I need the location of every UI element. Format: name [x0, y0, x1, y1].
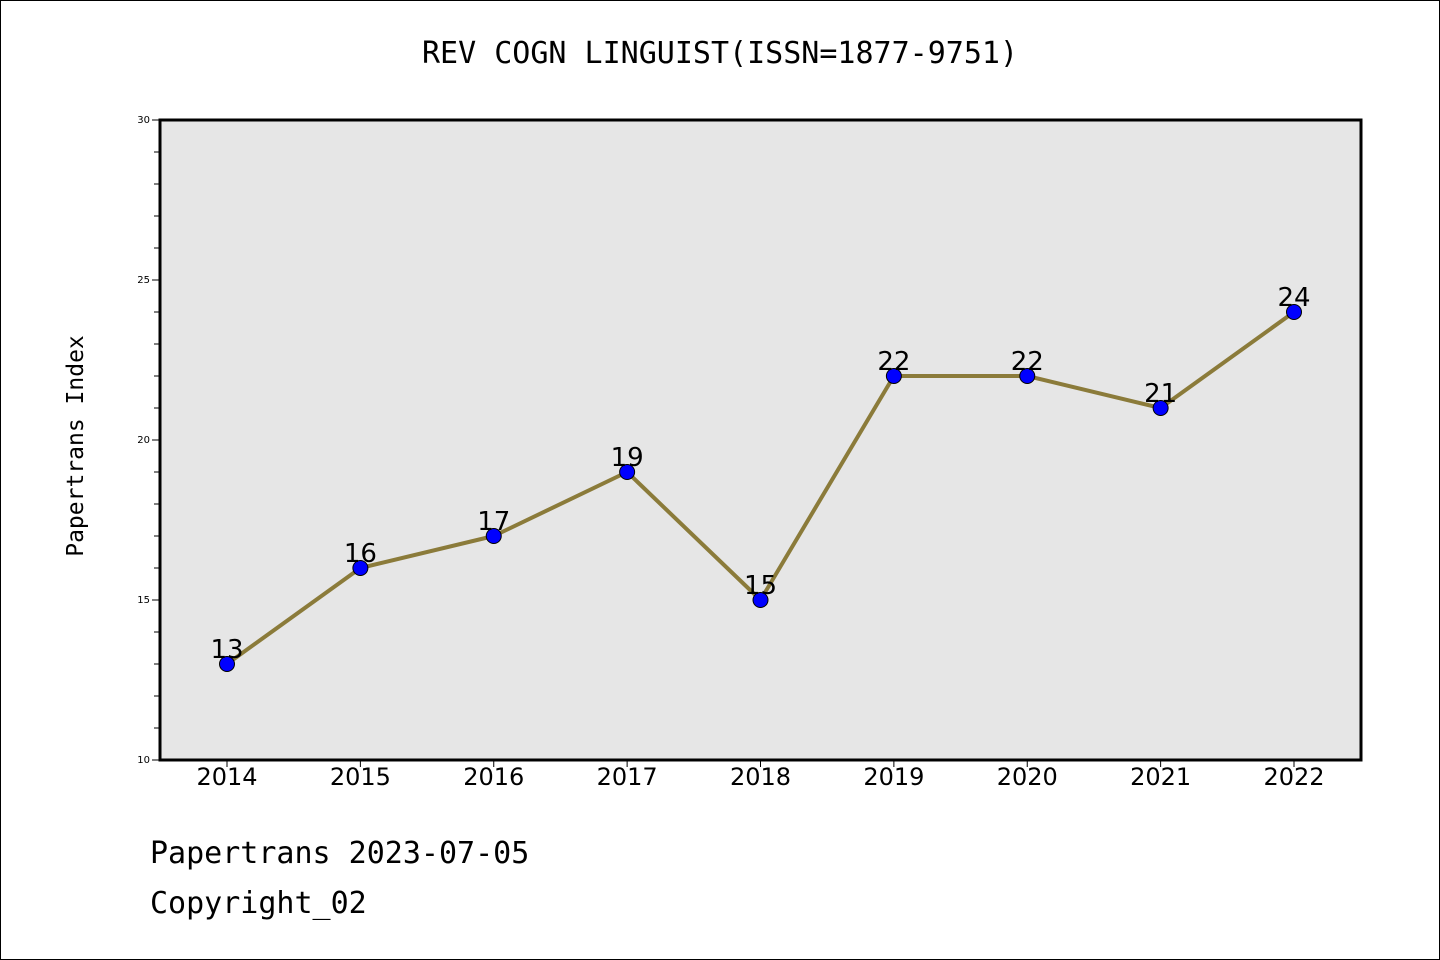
data-label: 17 [477, 507, 510, 537]
y-axis-ticks: 10 15 20 25 30 [137, 115, 160, 766]
data-point [1019, 368, 1036, 384]
data-point [219, 656, 235, 672]
data-point [485, 528, 502, 544]
x-tick-label: 2017 [597, 763, 658, 791]
y-tick-label: 20 [137, 435, 150, 446]
x-tick-label: 2015 [330, 763, 391, 791]
data-point [1152, 400, 1169, 416]
y-tick-label: 25 [137, 275, 150, 286]
data-point [752, 592, 769, 608]
footer-date: Papertrans 2023-07-05 [150, 836, 530, 871]
data-label: 24 [1277, 283, 1310, 313]
data-label: 19 [611, 443, 644, 473]
x-tick-label: 2018 [730, 763, 791, 791]
data-label: 21 [1144, 379, 1177, 409]
x-tick-label: 2022 [1263, 763, 1324, 791]
data-label: 16 [344, 539, 377, 569]
y-tick-label: 15 [137, 595, 150, 606]
x-tick-label: 2016 [463, 763, 524, 791]
x-tick-label: 2021 [1130, 763, 1191, 791]
data-point [619, 464, 636, 480]
y-tick-label: 30 [137, 115, 150, 126]
y-tick-label: 10 [137, 755, 150, 766]
data-point [352, 560, 369, 576]
footer-copyright: Copyright_02 [150, 886, 367, 921]
data-point [1286, 304, 1302, 320]
data-point [885, 368, 902, 384]
data-label: 15 [744, 571, 777, 601]
chart-title: REV COGN LINGUIST(ISSN=1877-9751) [421, 36, 1019, 71]
data-labels: 13 16 17 19 15 22 22 21 24 [210, 283, 1310, 665]
x-tick-label: 2014 [196, 763, 257, 791]
plot-border [158, 118, 1363, 762]
x-tick-label: 2019 [863, 763, 924, 791]
data-label: 22 [877, 347, 910, 377]
series-points [219, 304, 1302, 672]
plot-area [160, 120, 1361, 760]
x-tick-label: 2020 [997, 763, 1058, 791]
data-label: 22 [1011, 347, 1044, 377]
data-label: 13 [210, 635, 243, 665]
x-axis-ticks: 2014 2015 2016 2017 2018 2019 2020 2021 2022 [196, 760, 1325, 791]
